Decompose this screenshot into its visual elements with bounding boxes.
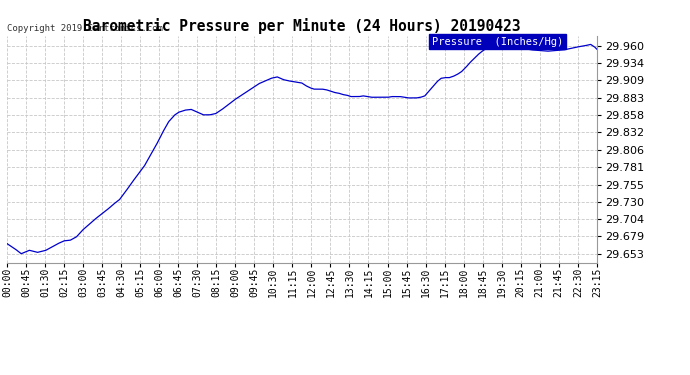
Title: Barometric Pressure per Minute (24 Hours) 20190423: Barometric Pressure per Minute (24 Hours… <box>83 18 521 34</box>
Text: Copyright 2019 Cartronics.com: Copyright 2019 Cartronics.com <box>8 24 164 33</box>
Text: Pressure  (Inches/Hg): Pressure (Inches/Hg) <box>432 37 563 47</box>
